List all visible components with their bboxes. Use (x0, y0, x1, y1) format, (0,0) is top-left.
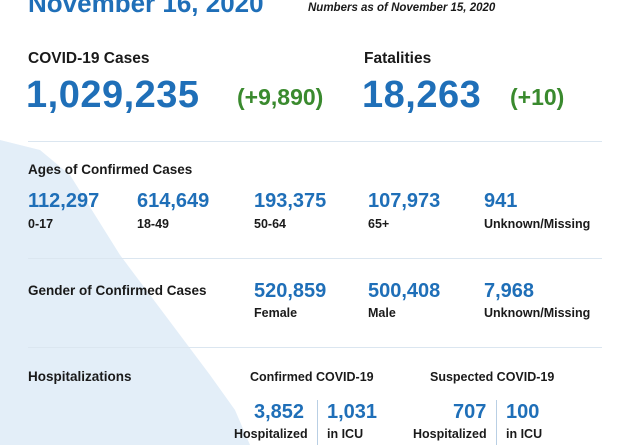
gender-unknown-value: 7,968 (484, 280, 535, 302)
age-0-17-value: 112,297 (28, 190, 100, 212)
age-50-64-label: 50-64 (254, 217, 286, 231)
fatalities-label: Fatalities (364, 50, 432, 67)
age-50-64-value: 193,375 (254, 190, 327, 212)
age-18-49-value: 614,649 (137, 190, 210, 212)
suspected-heading: Suspected COVID-19 (430, 370, 555, 384)
map-shape (0, 140, 250, 445)
confirmed-heading: Confirmed COVID-19 (250, 370, 374, 384)
fatalities-change: (+10) (510, 84, 565, 110)
age-65-plus-value: 107,973 (368, 190, 441, 212)
divider (28, 258, 602, 259)
as-of-date: Numbers as of November 15, 2020 (308, 2, 496, 14)
divider (28, 347, 602, 348)
fatalities-total: 18,263 (362, 74, 482, 116)
gender-female-value: 520,859 (254, 280, 327, 302)
vertical-divider (317, 400, 318, 445)
confirmed-hospitalized-label: Hospitalized (234, 427, 308, 441)
divider (28, 141, 602, 142)
gender-male-value: 500,408 (368, 280, 441, 302)
suspected-hospitalized-value: 707 (453, 401, 487, 423)
cases-change: (+9,890) (237, 84, 324, 110)
suspected-icu-label: in ICU (506, 427, 543, 441)
page-title: November 16, 2020 (28, 0, 264, 18)
confirmed-icu-label: in ICU (327, 427, 364, 441)
gender-female-label: Female (254, 306, 298, 320)
suspected-hospitalized-label: Hospitalized (413, 427, 487, 441)
age-unknown-label: Unknown/Missing (484, 217, 591, 231)
age-0-17-label: 0-17 (28, 217, 54, 231)
gender-label: Gender of Confirmed Cases (28, 283, 207, 298)
age-18-49-label: 18-49 (137, 217, 169, 231)
confirmed-icu-value: 1,031 (327, 401, 378, 423)
hospitalizations-label: Hospitalizations (28, 369, 132, 384)
cases-label: COVID-19 Cases (28, 50, 150, 67)
suspected-icu-value: 100 (506, 401, 540, 423)
vertical-divider (496, 400, 497, 445)
gender-unknown-label: Unknown/Missing (484, 306, 591, 320)
age-65-plus-label: 65+ (368, 217, 390, 231)
ages-label: Ages of Confirmed Cases (28, 162, 193, 177)
cases-total: 1,029,235 (26, 74, 200, 116)
age-unknown-value: 941 (484, 190, 518, 212)
confirmed-hospitalized-value: 3,852 (254, 401, 305, 423)
gender-male-label: Male (368, 306, 396, 320)
